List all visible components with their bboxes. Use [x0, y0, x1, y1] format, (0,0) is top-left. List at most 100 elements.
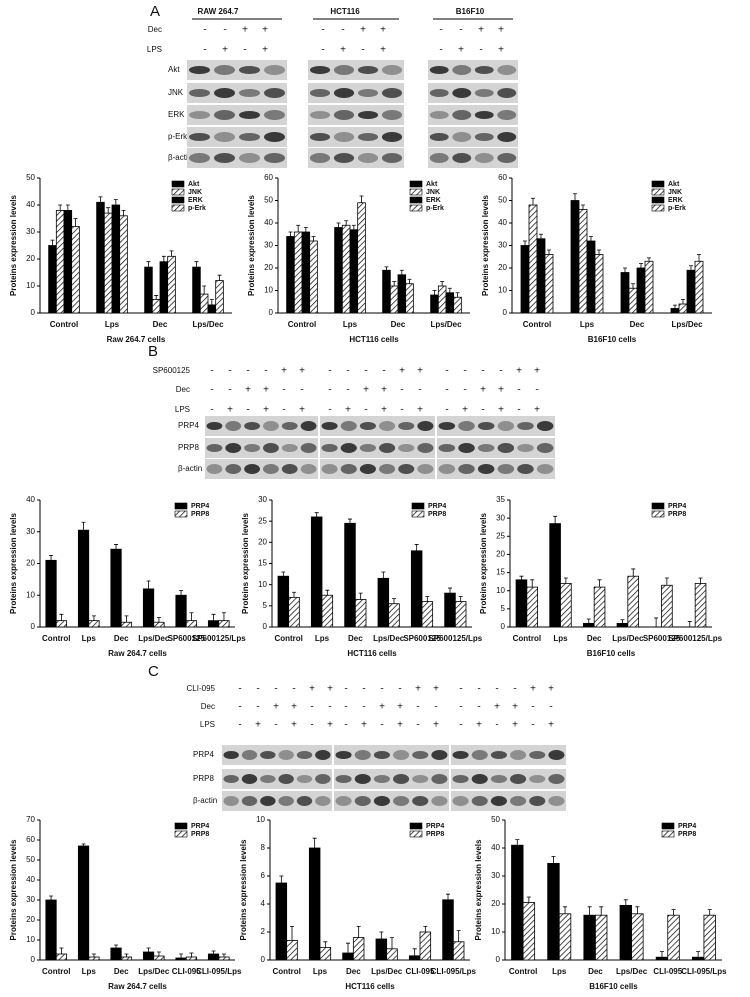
x-tick-label: Control	[288, 320, 316, 329]
blot-band	[321, 444, 338, 452]
bar	[110, 548, 122, 628]
blot-band	[379, 421, 396, 431]
treatment-sign: -	[210, 385, 213, 396]
error-bar	[346, 942, 350, 953]
legend-swatch	[661, 822, 675, 830]
error-bar	[446, 893, 450, 900]
y-axis-label: Proteins expression levels	[474, 839, 483, 940]
bar	[207, 953, 220, 961]
treatment-sign: +	[291, 720, 297, 731]
error-bar	[311, 236, 316, 241]
blot-band	[510, 796, 527, 806]
treatment-sign: -	[459, 702, 462, 713]
x-tick-label: SP600125	[643, 634, 681, 643]
blot-background	[308, 60, 404, 80]
x-tick-label: Dec	[346, 967, 361, 976]
error-bar	[65, 204, 70, 211]
treatment-sign: +	[327, 684, 333, 695]
bar	[558, 913, 572, 961]
bar	[437, 285, 447, 314]
treatment-sign: -	[531, 702, 534, 713]
legend-label: PRP8	[191, 831, 209, 838]
blot-band	[354, 796, 371, 806]
bar	[549, 523, 561, 628]
bar	[691, 956, 705, 961]
treatment-sign: -	[398, 684, 401, 695]
treatment-sign: -	[361, 45, 364, 56]
treatment-sign: +	[263, 405, 269, 416]
bar	[520, 245, 530, 314]
blot-band	[477, 422, 495, 430]
blot-row-label: β-actin	[178, 464, 202, 473]
legend-label: p-Erk	[188, 205, 206, 212]
bar	[63, 209, 73, 314]
legend-swatch	[171, 204, 185, 212]
treatment-sign: +	[530, 684, 536, 695]
treatment-label: LPS	[175, 405, 190, 414]
treatment-sign: -	[292, 684, 295, 695]
treatment-sign: -	[479, 45, 482, 56]
blot-band	[359, 444, 376, 452]
legend-swatch	[651, 180, 665, 188]
blot-band	[429, 89, 449, 97]
blot-band	[452, 110, 472, 120]
blot-band	[264, 88, 285, 98]
bar	[207, 620, 220, 628]
blot-band	[241, 774, 258, 784]
error-bar	[358, 592, 363, 600]
treatment-sign: -	[346, 385, 349, 396]
blot-band	[429, 133, 449, 141]
y-tick-label: 10	[26, 281, 35, 290]
y-tick-label: 0	[501, 622, 506, 631]
y-tick-label: 30	[26, 527, 35, 536]
error-bar	[49, 895, 54, 900]
legend-swatch	[651, 196, 665, 204]
blot-row-label: PRP8	[193, 774, 214, 783]
blot-band	[529, 796, 546, 806]
x-tick-label: Control	[272, 967, 300, 976]
y-tick-label: 0	[496, 955, 501, 964]
y-tick-label: 0	[31, 955, 36, 964]
bar	[275, 882, 288, 961]
error-bar	[620, 619, 625, 624]
treatment-sign: +	[227, 405, 233, 416]
treatment-label: CLI-095	[187, 684, 216, 693]
blot-band	[321, 464, 338, 474]
x-axis-label: HCT116 cells	[345, 982, 395, 991]
error-bar	[189, 612, 194, 621]
blot-band	[381, 132, 403, 142]
error-bar	[689, 265, 693, 271]
error-bar	[124, 615, 129, 623]
blot-band	[225, 443, 242, 453]
bar	[342, 952, 354, 961]
bar	[678, 303, 688, 314]
y-axis-label: Proteins expression levels	[239, 839, 248, 940]
bar	[375, 938, 388, 961]
treatment-sign: -	[310, 702, 313, 713]
y-tick-label: 40	[498, 218, 507, 227]
legend-label: p-Erk	[426, 205, 444, 212]
error-bar	[384, 266, 389, 271]
error-bar	[50, 239, 55, 246]
error-bar	[325, 589, 330, 596]
error-bar	[647, 257, 651, 262]
treatment-sign: +	[476, 720, 482, 731]
blot-band	[309, 66, 331, 74]
blot-row-label: ERK	[168, 110, 185, 119]
error-bar	[211, 613, 216, 621]
blot-band	[452, 65, 472, 75]
error-bar	[113, 199, 118, 205]
y-tick-label: 30	[496, 513, 505, 522]
treatment-sign: -	[364, 366, 367, 377]
blot-band	[412, 796, 429, 806]
bar	[544, 254, 554, 314]
x-tick-label: Lps	[105, 320, 120, 329]
blot-band	[393, 750, 410, 760]
y-tick-label: 20	[26, 559, 35, 568]
blot-row-label: PRP4	[178, 421, 199, 430]
error-bar	[698, 577, 703, 584]
blot-band	[359, 464, 376, 474]
error-bar	[639, 263, 643, 268]
blot-band	[381, 153, 403, 163]
treatment-sign: -	[416, 720, 419, 731]
